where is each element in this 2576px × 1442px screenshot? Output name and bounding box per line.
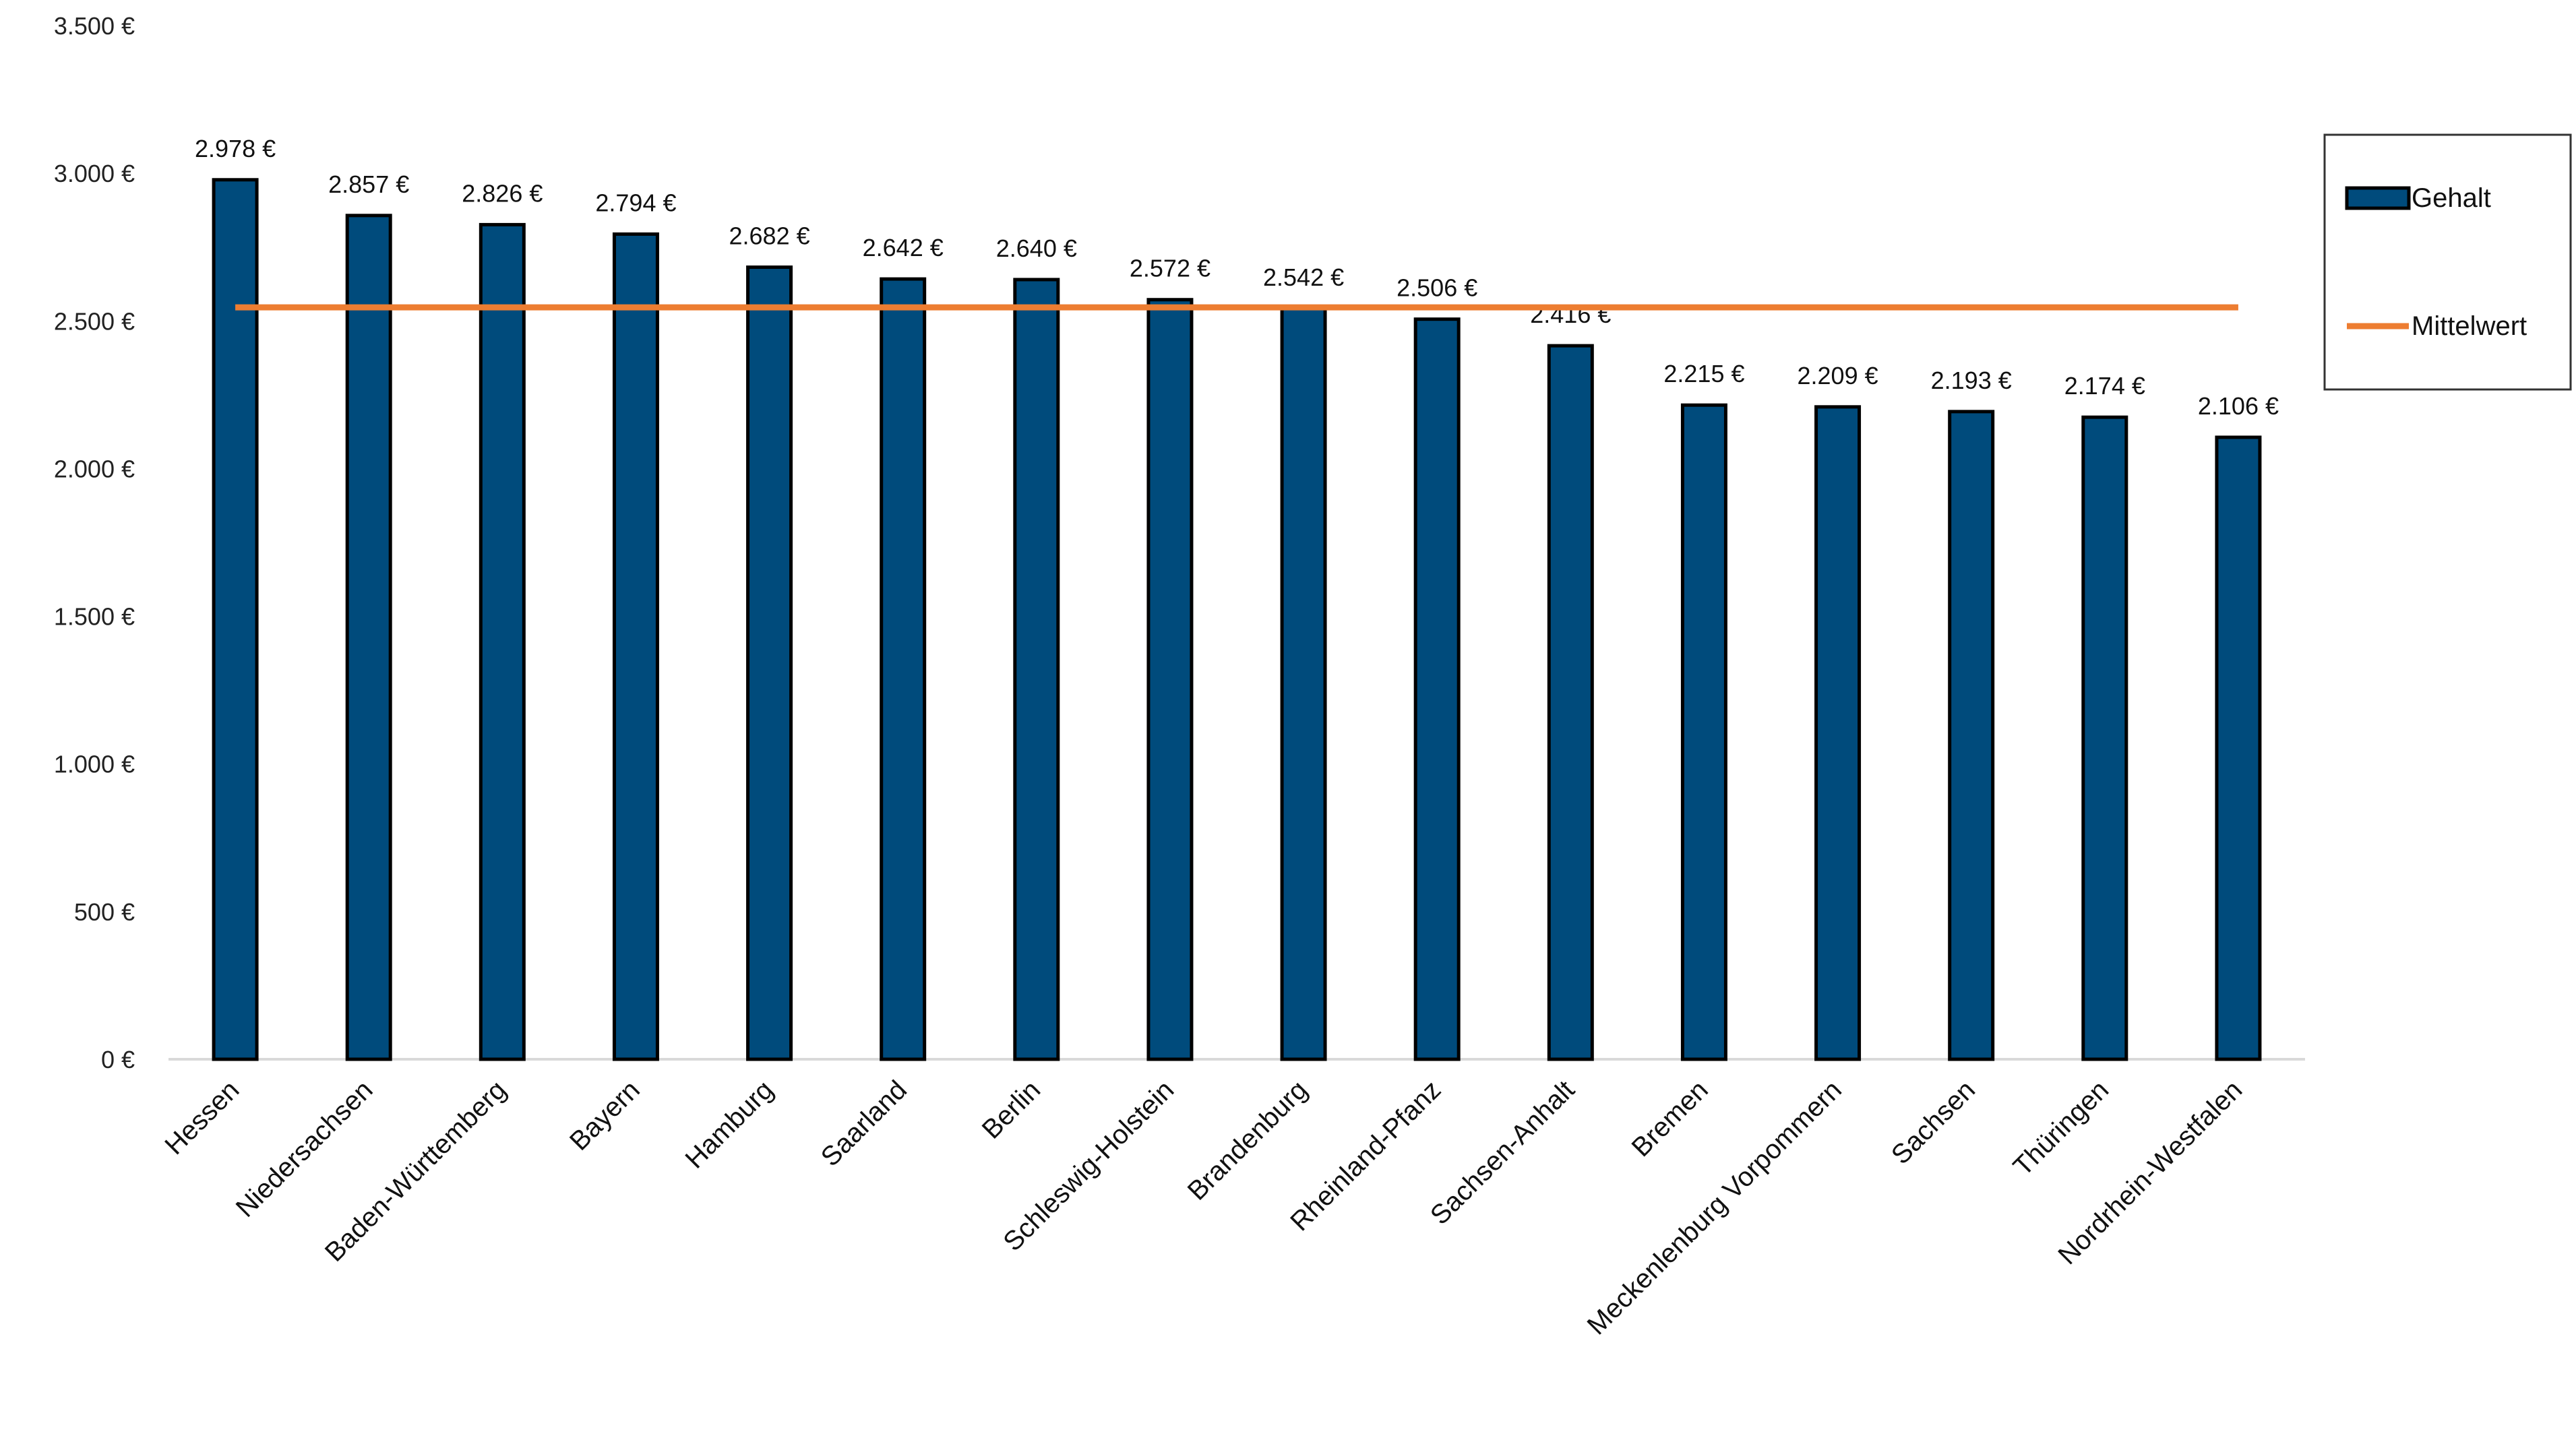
category-label: Saarland	[816, 1075, 913, 1172]
category-label: Hessen	[159, 1075, 245, 1160]
y-tick-label: 500 €	[74, 898, 135, 926]
category-label: Thüringen	[2008, 1075, 2114, 1181]
y-tick-label: 1.000 €	[54, 751, 135, 778]
data-label: 2.572 €	[1130, 255, 1210, 282]
data-label: 2.193 €	[1931, 367, 2012, 394]
bar	[746, 265, 793, 1061]
bar	[1013, 278, 1060, 1061]
category-label: Sachsen-Anhalt	[1425, 1075, 1581, 1230]
data-label: 2.826 €	[462, 179, 543, 207]
category-label: Sachsen	[1886, 1075, 1981, 1170]
legend-label-mittelwert: Mittelwert	[2412, 311, 2527, 341]
legend-box	[2323, 133, 2572, 391]
y-tick-label: 3.000 €	[54, 160, 135, 187]
bar	[1948, 410, 1995, 1061]
data-label: 2.215 €	[1663, 360, 1744, 387]
category-label: Bayern	[564, 1075, 646, 1156]
bar	[2215, 435, 2262, 1061]
bar	[212, 178, 259, 1061]
category-label: Berlin	[977, 1075, 1046, 1144]
bar	[1680, 403, 1727, 1061]
y-tick-label: 2.500 €	[54, 307, 135, 335]
bars	[212, 178, 2262, 1061]
bar	[612, 232, 659, 1061]
y-tick-label: 2.000 €	[54, 455, 135, 482]
bar	[1814, 405, 1862, 1061]
data-label: 2.857 €	[328, 170, 409, 198]
bar	[1547, 344, 1594, 1061]
category-label: Bremen	[1626, 1075, 1714, 1162]
bar	[1280, 307, 1327, 1061]
data-label: 2.978 €	[195, 135, 276, 162]
bar	[880, 277, 927, 1061]
y-tick-label: 0 €	[101, 1046, 135, 1073]
data-label: 2.642 €	[863, 234, 944, 261]
data-label: 2.794 €	[595, 189, 676, 216]
bar	[479, 222, 526, 1061]
data-label: 2.174 €	[2064, 372, 2145, 400]
data-label: 2.106 €	[2198, 392, 2279, 420]
category-label: Brandenburg	[1182, 1075, 1314, 1206]
data-label: 2.682 €	[729, 222, 810, 250]
legend-label-gehalt: Gehalt	[2412, 183, 2491, 213]
bar	[1146, 298, 1194, 1061]
data-label: 2.640 €	[996, 234, 1077, 262]
data-labels: 2.978 € 2.857 € 2.826 € 2.794 € 2.682 € 2.642…	[195, 135, 2279, 420]
y-tick-label: 3.500 €	[54, 12, 135, 40]
legend: Gehalt Mittelwert	[2323, 133, 2572, 391]
data-label: 2.209 €	[1798, 362, 1878, 389]
data-label: 2.542 €	[1263, 263, 1344, 291]
y-tick-label: 1.500 €	[54, 603, 135, 631]
category-label: Hamburg	[679, 1075, 778, 1174]
data-label: 2.506 €	[1397, 274, 1477, 302]
legend-swatch-gehalt	[2345, 186, 2411, 210]
bar	[345, 214, 392, 1061]
bar	[1413, 317, 1461, 1061]
category-label: Niedersachsen	[231, 1075, 379, 1223]
y-axis: 0 € 500 € 1.000 € 1.500 € 2.000 € 2.500 € 3.00…	[54, 12, 135, 1073]
bar	[2081, 415, 2128, 1061]
category-label: Meckenlenburg Vorpommern	[1582, 1075, 1847, 1340]
